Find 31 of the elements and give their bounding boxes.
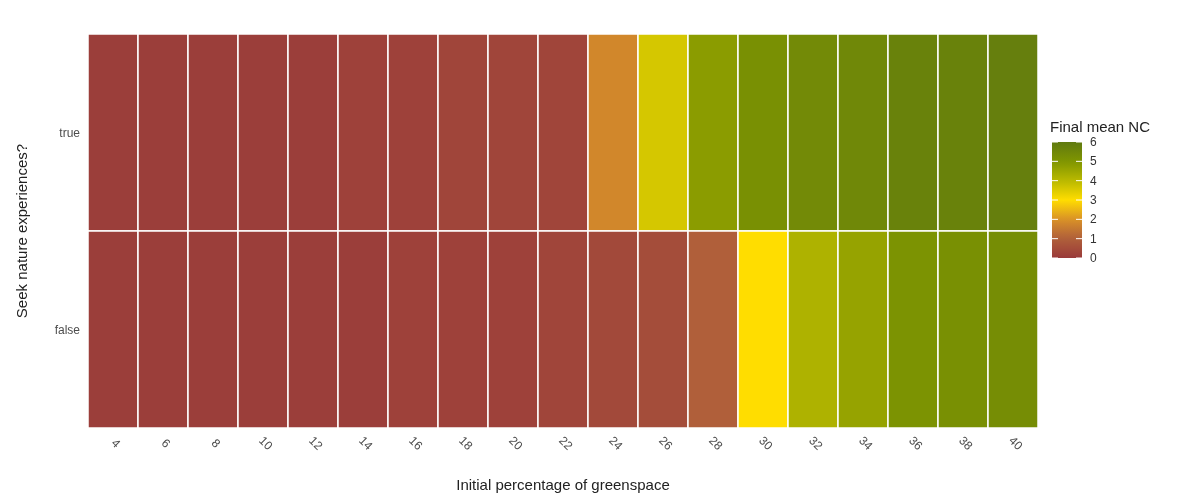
- x-tick-label: 6: [158, 435, 174, 451]
- x-tick-label: 20: [506, 433, 526, 454]
- x-tick-label: 24: [606, 433, 626, 454]
- x-tick-label: 28: [706, 433, 726, 454]
- y-axis-title: Seek nature experiences?: [13, 143, 31, 319]
- x-tick-label: 30: [756, 433, 776, 454]
- x-tick-label: 32: [806, 433, 826, 454]
- color-bar-title: Final mean NC: [1050, 118, 1151, 135]
- color-bar-label: 3: [1090, 193, 1097, 207]
- x-tick-label: 14: [356, 433, 376, 454]
- x-tick-label: 10: [256, 433, 276, 454]
- x-tick-label: 22: [556, 433, 576, 454]
- x-tick-label: 40: [1006, 433, 1026, 454]
- color-bar-label: 2: [1090, 212, 1097, 227]
- x-tick-label: 4: [108, 435, 124, 451]
- x-axis-title: Initial percentage of greenspace: [456, 476, 670, 493]
- x-tick-label: 36: [906, 433, 926, 454]
- color-bar-label: 6: [1090, 135, 1097, 149]
- x-tick-label: 12: [306, 433, 326, 454]
- x-tick-label: 26: [656, 433, 676, 454]
- y-tick-label: true: [59, 125, 81, 140]
- color-bar-label: 0: [1090, 251, 1097, 265]
- x-tick-label: 38: [956, 433, 976, 454]
- color-bar-label: 4: [1090, 173, 1097, 188]
- color-bar-label: 5: [1090, 154, 1097, 169]
- y-tick-label: false: [54, 322, 81, 337]
- x-tick-label: 16: [406, 433, 426, 454]
- x-tick-label: 18: [456, 433, 476, 454]
- color-bar-label: 1: [1090, 231, 1097, 246]
- x-tick-label: 8: [208, 435, 224, 451]
- x-tick-label: 34: [856, 433, 876, 454]
